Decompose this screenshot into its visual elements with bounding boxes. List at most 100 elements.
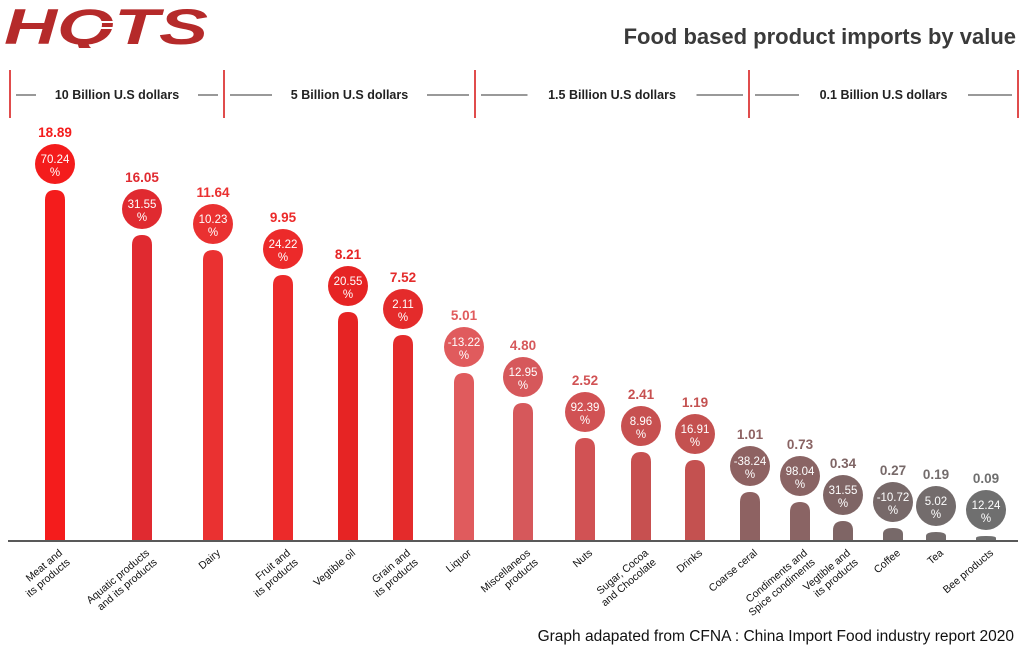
category-label-line: Tea xyxy=(925,547,946,567)
category-label: Dairy xyxy=(196,547,223,572)
bar xyxy=(45,190,65,540)
percent-sign-label: % xyxy=(208,227,218,239)
category-label: Vegtible oil xyxy=(311,547,358,589)
value-label: 0.27 xyxy=(880,463,906,478)
value-label: 2.41 xyxy=(628,387,655,402)
value-label: 7.52 xyxy=(390,270,416,285)
value-label: 0.34 xyxy=(830,456,857,471)
chart-title: Food based product imports by value xyxy=(623,24,1016,49)
change-circle xyxy=(35,144,75,184)
value-label: 0.19 xyxy=(923,467,949,482)
change-percent-label: 24.22 xyxy=(269,239,298,251)
value-label: 2.52 xyxy=(572,373,598,388)
percent-sign-label: % xyxy=(636,429,646,441)
value-label: 9.95 xyxy=(270,210,297,225)
change-circle xyxy=(503,357,543,397)
category-label: Grain andits products xyxy=(364,547,421,600)
change-percent-label: 5.02 xyxy=(925,496,947,508)
change-percent-label: 10.23 xyxy=(199,214,228,226)
percent-sign-label: % xyxy=(690,437,700,449)
bar xyxy=(833,521,853,540)
bar xyxy=(883,528,903,540)
category-label-line: Vegtible oil xyxy=(311,547,358,589)
percent-sign-label: % xyxy=(838,498,848,510)
bar xyxy=(273,275,293,540)
change-percent-label: -13.22 xyxy=(448,337,481,349)
bar-chart: 10 Billion U.S dollars 5 Billion U.S doll… xyxy=(8,70,1019,619)
bar xyxy=(740,492,760,540)
value-label: 11.64 xyxy=(196,185,230,200)
category-label: Vegtible andits products xyxy=(801,547,861,603)
percent-sign-label: % xyxy=(278,252,288,264)
bar xyxy=(575,438,595,540)
value-label: 0.73 xyxy=(787,437,814,452)
category-label: Meat andits products xyxy=(16,547,73,600)
change-circle xyxy=(675,414,715,454)
change-circle xyxy=(916,486,956,526)
change-percent-label: 31.55 xyxy=(128,199,157,211)
change-circle xyxy=(730,446,770,486)
scale-group-label: 5 Billion U.S dollars xyxy=(291,88,408,102)
logo-text: HQTS xyxy=(4,2,208,48)
percent-sign-label: % xyxy=(398,312,408,324)
percent-sign-label: % xyxy=(137,212,147,224)
change-percent-label: 92.39 xyxy=(571,402,600,414)
change-percent-label: 16.91 xyxy=(681,424,710,436)
value-label: 1.19 xyxy=(682,395,708,410)
category-label-line: Coarse ceral xyxy=(707,547,760,594)
percent-sign-label: % xyxy=(795,479,805,491)
change-percent-label: 98.04 xyxy=(786,466,815,478)
change-circle xyxy=(122,189,162,229)
category-label: Miscellaneosproducts xyxy=(479,547,541,604)
change-circle xyxy=(780,456,820,496)
value-label: 4.80 xyxy=(510,338,536,353)
bar xyxy=(454,373,474,540)
category-label: Sugar, Cocoaand Chocolate xyxy=(591,547,658,609)
change-percent-label: -38.24 xyxy=(734,456,767,468)
change-circle xyxy=(383,289,423,329)
category-label: Tea xyxy=(925,547,946,567)
change-circle xyxy=(263,229,303,269)
percent-sign-label: % xyxy=(745,469,755,481)
bar xyxy=(513,403,533,540)
percent-sign-label: % xyxy=(888,505,898,517)
value-label: 5.01 xyxy=(451,308,478,323)
category-label-line: Nuts xyxy=(571,547,595,570)
bar xyxy=(203,250,223,540)
change-percent-label: 12.95 xyxy=(509,367,538,379)
percent-sign-label: % xyxy=(931,509,941,521)
scale-group-label: 1.5 Billion U.S dollars xyxy=(548,88,676,102)
change-circle xyxy=(193,204,233,244)
category-label: Liquor xyxy=(444,547,474,575)
change-percent-label: 8.96 xyxy=(630,416,652,428)
percent-sign-label: % xyxy=(580,415,590,427)
category-label: Nuts xyxy=(571,547,595,570)
scale-group-label: 10 Billion U.S dollars xyxy=(55,88,179,102)
change-percent-label: -10.72 xyxy=(877,492,910,504)
bar xyxy=(685,460,705,540)
category-label-line: Coffee xyxy=(872,547,903,576)
hqts-logo: HQTS xyxy=(4,2,208,48)
value-label: 16.05 xyxy=(125,170,159,185)
value-label: 18.89 xyxy=(38,125,72,140)
value-label: 0.09 xyxy=(973,471,999,486)
scale-group-label: 0.1 Billion U.S dollars xyxy=(820,88,948,102)
bar xyxy=(926,532,946,540)
percent-sign-label: % xyxy=(981,513,991,525)
percent-sign-label: % xyxy=(50,167,60,179)
category-label: Drinks xyxy=(674,547,705,575)
bar xyxy=(132,235,152,540)
bar xyxy=(976,536,996,540)
category-label: Bee products xyxy=(941,547,996,596)
category-label: Coarse ceral xyxy=(707,547,760,594)
value-label: 8.21 xyxy=(335,247,362,262)
category-label-line: Dairy xyxy=(196,547,223,572)
source-note: Graph adapated from CFNA : China Import … xyxy=(537,628,1014,645)
bar xyxy=(631,452,651,540)
change-circle xyxy=(621,406,661,446)
change-circle xyxy=(823,475,863,515)
percent-sign-label: % xyxy=(459,350,469,362)
category-label-line: Drinks xyxy=(674,547,705,575)
change-circle xyxy=(444,327,484,367)
percent-sign-label: % xyxy=(343,289,353,301)
